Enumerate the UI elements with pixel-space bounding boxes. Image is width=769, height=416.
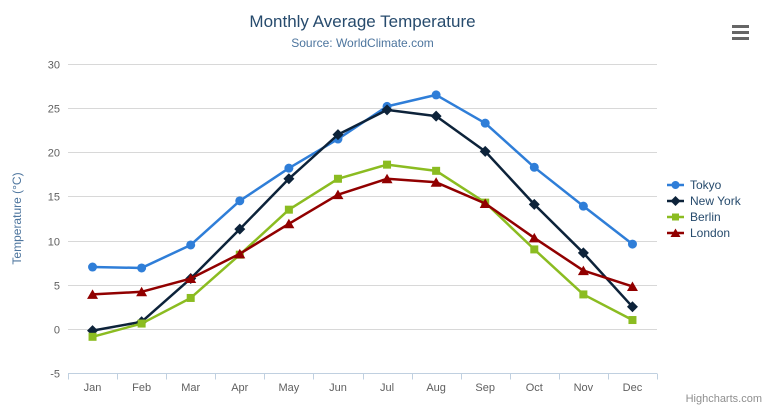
x-axis-label-jun: Jun [329,382,347,394]
series-line-new-york [91,108,634,332]
x-axis-label-may: May [278,382,299,394]
data-point-new-york-may[interactable] [283,173,295,185]
x-axis-label-jan: Jan [84,382,102,394]
legend-item-london[interactable]: London [667,225,741,241]
legend-label-new-york: New York [690,194,741,208]
y-axis-tick-label: 30 [48,60,60,72]
data-point-new-york-dec[interactable] [626,301,638,313]
data-point-tokyo-may[interactable] [284,163,294,173]
data-point-tokyo-jan[interactable] [88,262,98,272]
legend-circle-icon [667,181,684,189]
data-point-london-oct[interactable] [528,232,540,243]
legend-marker-berlin[interactable] [672,213,679,221]
x-axis-label-sep: Sep [475,382,495,394]
export-menu-button[interactable] [727,14,753,36]
x-axis-label-nov: Nov [574,382,594,394]
legend: Tokyo New York Berlin London [667,177,741,241]
data-point-berlin-jan[interactable] [88,332,97,341]
data-point-berlin-may[interactable] [284,205,293,214]
data-point-new-york-oct[interactable] [528,198,540,210]
data-point-london-sep[interactable] [479,198,491,208]
y-axis-tick-label: -5 [50,369,60,381]
data-point-london-jul[interactable] [381,173,393,184]
data-point-berlin-nov[interactable] [579,290,588,299]
x-axis-label-oct: Oct [526,382,543,394]
data-point-tokyo-oct[interactable] [529,162,539,172]
data-point-london-mar[interactable] [185,273,197,284]
legend-item-tokyo[interactable]: Tokyo [667,177,741,193]
data-point-london-jun[interactable] [332,189,344,200]
data-point-london-apr[interactable] [234,248,246,259]
data-point-london-dec[interactable] [626,281,638,291]
legend-marker-london[interactable] [670,228,681,238]
data-point-tokyo-aug[interactable] [431,90,441,100]
data-point-london-aug[interactable] [430,177,442,187]
y-axis-tick-label: 15 [48,192,60,204]
hamburger-icon [731,24,749,28]
data-point-new-york-aug[interactable] [430,110,442,122]
y-axis-tick-label: 20 [48,148,60,160]
credits-link[interactable]: Highcharts.com [685,393,762,405]
data-point-berlin-oct[interactable] [530,245,539,254]
data-point-london-feb[interactable] [136,286,148,297]
legend-label-berlin: Berlin [690,210,721,224]
legend-item-berlin[interactable]: Berlin [667,209,741,225]
data-point-new-york-apr[interactable] [234,223,246,235]
legend-square-icon [667,213,684,221]
legend-triangle-icon [667,228,684,238]
data-point-tokyo-sep[interactable] [480,118,490,128]
x-axis-label-jul: Jul [380,382,394,394]
data-point-london-jan[interactable] [87,289,99,299]
data-point-london-nov[interactable] [577,265,589,276]
legend-label-london: London [690,226,731,240]
data-point-berlin-aug[interactable] [432,166,441,175]
series-line-berlin [91,163,634,339]
x-axis-label-apr: Apr [231,382,248,394]
data-point-berlin-feb[interactable] [137,319,146,328]
data-point-tokyo-dec[interactable] [627,239,637,249]
legend-marker-new-york[interactable] [670,196,681,206]
chart-subtitle: Source: WorldClimate.com [291,36,434,50]
y-axis-tick-label: 5 [54,281,60,293]
y-axis-tick-label: 25 [48,104,60,116]
data-point-new-york-jun[interactable] [332,129,344,141]
data-point-berlin-dec[interactable] [628,316,637,325]
legend-marker-tokyo[interactable] [671,181,680,189]
data-point-new-york-nov[interactable] [577,247,589,259]
x-axis-label-mar: Mar [181,382,200,394]
x-axis-label-aug: Aug [426,382,446,394]
data-point-berlin-mar[interactable] [186,293,195,302]
legend-item-new-york[interactable]: New York [667,193,741,209]
data-point-london-may[interactable] [283,218,295,229]
series-line-london [91,177,634,296]
data-point-berlin-jun[interactable] [333,174,342,183]
legend-label-tokyo: Tokyo [690,178,722,192]
data-point-tokyo-feb[interactable] [137,263,147,273]
chart-title: Monthly Average Temperature [249,12,476,31]
y-axis-title: Temperature (°C) [10,172,24,264]
x-axis-label-feb: Feb [132,382,151,394]
y-axis-tick-label: 10 [48,237,60,249]
data-point-berlin-jul[interactable] [383,160,392,169]
data-point-new-york-sep[interactable] [479,145,491,157]
data-point-tokyo-nov[interactable] [578,201,588,211]
legend-diamond-icon [667,196,684,206]
data-point-new-york-jul[interactable] [381,104,393,116]
y-axis-tick-label: 0 [54,325,60,337]
data-point-tokyo-apr[interactable] [235,196,245,206]
x-axis-label-dec: Dec [623,382,643,394]
data-point-tokyo-mar[interactable] [186,240,196,250]
